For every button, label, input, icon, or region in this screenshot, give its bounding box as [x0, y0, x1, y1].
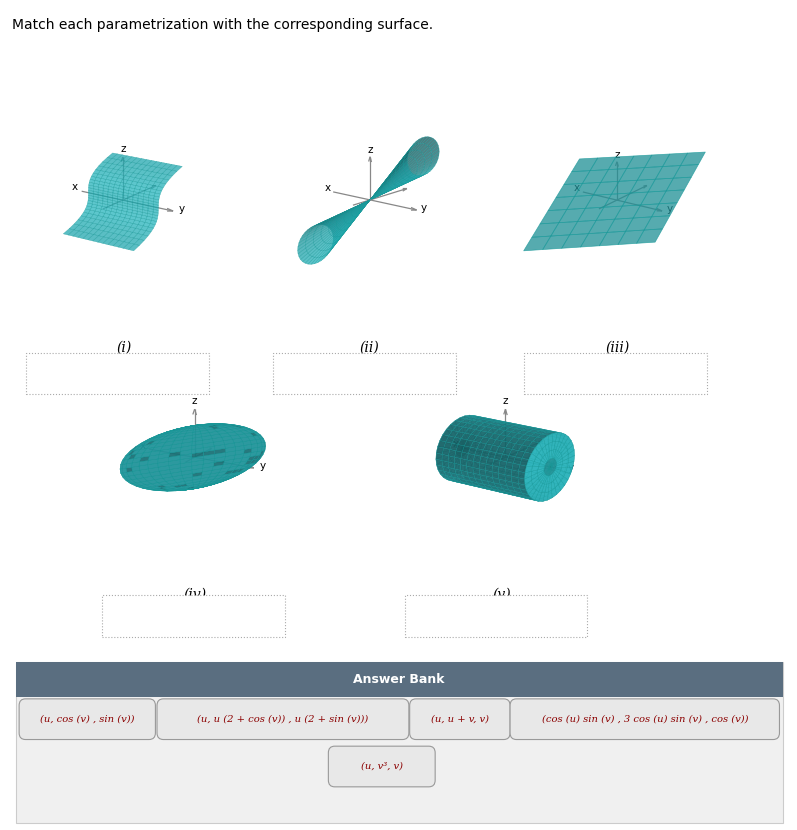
Text: (iii): (iii): [606, 340, 630, 354]
Text: (u, u (2 + cos (v)) , u (2 + sin (v))): (u, u (2 + cos (v)) , u (2 + sin (v))): [198, 715, 368, 724]
Text: (u, cos (v) , sin (v)): (u, cos (v) , sin (v)): [40, 715, 135, 724]
Text: Match each parametrization with the corresponding surface.: Match each parametrization with the corr…: [12, 18, 433, 32]
Text: (cos (u) sin (v) , 3 cos (u) sin (v) , cos (v)): (cos (u) sin (v) , 3 cos (u) sin (v) , c…: [541, 715, 748, 724]
Text: (ii): (ii): [359, 340, 379, 354]
Text: (i): (i): [116, 340, 132, 354]
Text: (u, u + v, v): (u, u + v, v): [431, 715, 489, 724]
Text: Answer Bank: Answer Bank: [353, 673, 444, 686]
Text: (v): (v): [493, 588, 512, 602]
Text: (u, v³, v): (u, v³, v): [361, 762, 402, 771]
Text: (iv): (iv): [183, 588, 207, 602]
